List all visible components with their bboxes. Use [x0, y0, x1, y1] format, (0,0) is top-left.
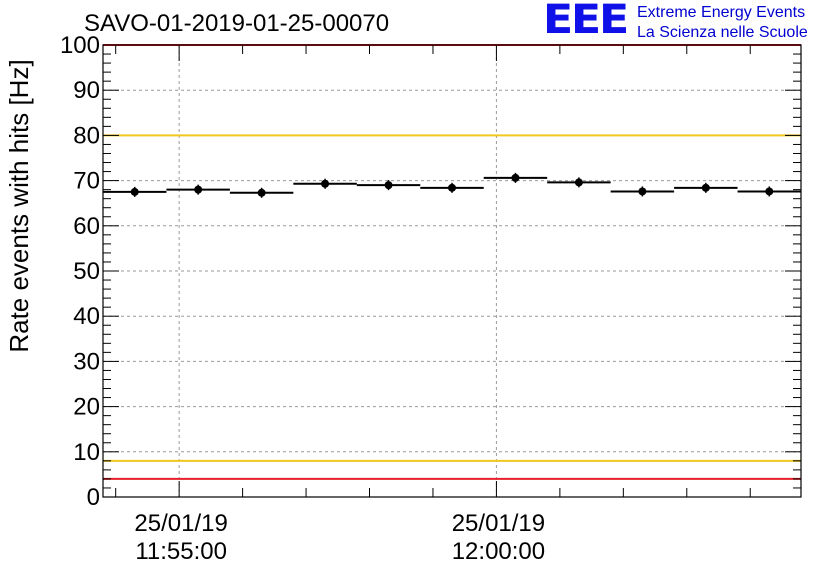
data-point-0 [130, 187, 139, 196]
y-tick-labels: 0 10 20 30 40 50 60 70 80 90 100 [60, 32, 100, 511]
data-point-1 [194, 185, 203, 194]
x-tick-date-5: 25/01/19 [452, 510, 545, 537]
plot-frame [102, 44, 802, 498]
y-axis-label: Rate events with hits [Hz] [4, 59, 34, 352]
y-tick-label-60: 60 [73, 213, 100, 240]
y-tick-label-20: 20 [73, 394, 100, 421]
data-point-9 [701, 183, 710, 192]
data-point-6 [511, 173, 520, 182]
y-tick-label-10: 10 [73, 439, 100, 466]
data-point-5 [448, 183, 456, 192]
data-point-4 [384, 181, 393, 190]
y-tick-label-0: 0 [87, 484, 100, 511]
data-point-7 [574, 178, 583, 187]
x-tick-time-0: 11:55:00 [135, 538, 227, 565]
data-point-8 [638, 187, 647, 196]
logo-line-2: La Scienza nelle Scuole [637, 24, 808, 41]
data-points [103, 172, 801, 198]
y-tick-label-80: 80 [73, 122, 100, 149]
eee-logo: EEE Extreme Energy Events La Scienza nel… [540, 0, 830, 46]
y-tick-label-100: 100 [60, 32, 100, 59]
y-tick-label-30: 30 [73, 348, 100, 375]
x-tick-time-5: 12:00:00 [452, 538, 545, 565]
reference-lines [103, 44, 801, 480]
y-tick-label-90: 90 [73, 77, 100, 104]
data-point-3 [321, 179, 330, 188]
grid-lines [103, 45, 801, 497]
y-tick-label-70: 70 [73, 168, 100, 195]
x-tick-date-0: 25/01/19 [134, 510, 227, 537]
logo-line-1: Extreme Energy Events [637, 4, 806, 21]
y-tick-label-50: 50 [73, 258, 100, 285]
data-point-10 [765, 187, 774, 196]
eee-logo-letters: EEE [543, 0, 629, 44]
y-tick-label-40: 40 [73, 303, 100, 330]
data-point-2 [257, 188, 266, 197]
chart-title: SAVO-01-2019-01-25-00070 [84, 10, 390, 37]
